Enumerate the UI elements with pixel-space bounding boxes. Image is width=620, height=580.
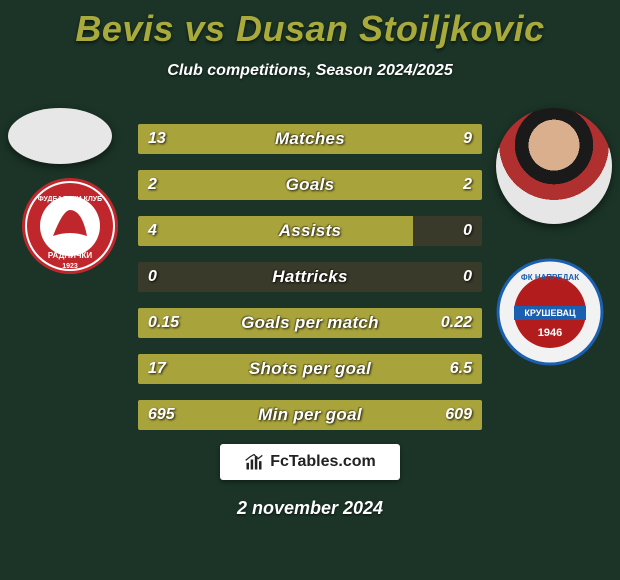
- stat-label: Matches: [138, 124, 482, 154]
- stat-label: Min per goal: [138, 400, 482, 430]
- stat-row: 40Assists: [138, 216, 482, 246]
- player-right-avatar: [496, 108, 612, 224]
- svg-text:РАДНИЧКИ: РАДНИЧКИ: [48, 251, 92, 260]
- stat-label: Assists: [138, 216, 482, 246]
- chart-icon: [244, 452, 264, 472]
- stat-label: Hattricks: [138, 262, 482, 292]
- stat-label: Goals: [138, 170, 482, 200]
- date-label: 2 november 2024: [0, 498, 620, 519]
- stats-comparison: 139Matches 22Goals 40Assists 00Hattricks 0.1…: [138, 124, 482, 446]
- crest-left: ФУДБАЛСКИ КЛУБ РАДНИЧКИ 1923: [20, 176, 120, 276]
- brand-text: FcTables.com: [270, 453, 376, 471]
- brand-badge[interactable]: FcTables.com: [220, 444, 400, 480]
- stat-label: Shots per goal: [138, 354, 482, 384]
- svg-text:ФК НАПРЕДАК: ФК НАПРЕДАК: [521, 273, 579, 282]
- stat-label: Goals per match: [138, 308, 482, 338]
- page-title: Bevis vs Dusan Stoiljkovic: [0, 0, 620, 50]
- svg-text:1946: 1946: [538, 327, 562, 339]
- svg-text:КРУШЕВАЦ: КРУШЕВАЦ: [524, 308, 576, 318]
- svg-text:1923: 1923: [62, 263, 78, 270]
- stat-row: 0.150.22Goals per match: [138, 308, 482, 338]
- player-left-avatar: [8, 108, 112, 164]
- stat-row: 00Hattricks: [138, 262, 482, 292]
- svg-text:ФУДБАЛСКИ КЛУБ: ФУДБАЛСКИ КЛУБ: [38, 196, 102, 203]
- stat-row: 22Goals: [138, 170, 482, 200]
- stat-row: 695609Min per goal: [138, 400, 482, 430]
- stat-row: 176.5Shots per goal: [138, 354, 482, 384]
- subtitle: Club competitions, Season 2024/2025: [0, 62, 620, 80]
- crest-right: КРУШЕВАЦ 1946 ФК НАПРЕДАК: [496, 258, 604, 366]
- stat-row: 139Matches: [138, 124, 482, 154]
